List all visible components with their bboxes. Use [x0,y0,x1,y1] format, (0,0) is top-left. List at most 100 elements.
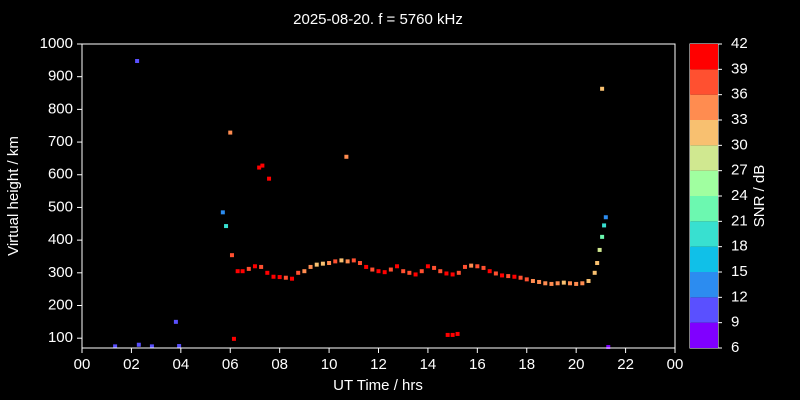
data-point [229,253,234,258]
data-point [475,264,480,269]
x-tick-label: 10 [321,356,338,373]
data-point [413,272,418,277]
data-point [314,262,319,267]
colorbar-band [690,196,718,222]
colorbar-tick-label: 6 [731,339,739,356]
data-point [252,264,257,269]
data-point [357,261,362,266]
data-point [401,269,406,274]
colorbar-tick-label: 30 [731,136,748,153]
y-tick-label: 900 [48,68,73,85]
data-point [500,273,505,278]
y-axis-label: Virtual height / km [5,136,22,256]
data-point [382,270,387,275]
colorbar-band [690,246,718,272]
data-point [224,224,229,229]
colorbar-tick-label: 18 [731,238,748,255]
data-point [388,267,393,272]
y-tick-label: 1000 [40,35,73,52]
colorbar-band [690,170,718,196]
data-point [113,344,118,349]
data-point [487,269,492,274]
data-point [506,274,511,279]
colorbar-band [690,94,718,120]
colorbar-band [690,44,718,70]
y-tick-label: 800 [48,100,73,117]
data-point [149,344,154,349]
data-point [438,269,443,274]
data-point [231,336,236,341]
data-point [364,264,369,269]
y-tick-label: 300 [48,264,73,281]
data-point [320,261,325,266]
data-point [567,281,572,286]
colorbar-band [690,297,718,323]
data-point [603,215,608,220]
data-point [606,345,611,350]
chart-title: 2025-08-20. f = 5760 kHz [293,11,463,28]
x-tick-label: 16 [469,356,486,373]
data-point [228,130,233,135]
colorbar-tick-label: 24 [731,187,748,204]
data-point [333,259,338,264]
data-point [235,269,240,274]
data-point [602,223,607,228]
data-point [277,275,282,280]
data-point [351,258,356,263]
colorbar-tick-label: 39 [731,60,748,77]
x-tick-label: 04 [172,356,189,373]
data-point [136,342,141,347]
data-point [173,319,178,324]
data-point [339,258,344,263]
data-point [450,272,455,277]
data-point [345,259,350,264]
data-point [432,265,437,270]
data-point [257,165,262,170]
x-axis-label: UT Time / hrs [333,377,423,394]
data-point [450,332,455,337]
data-point [456,270,461,275]
data-point [574,281,579,286]
x-tick-label: 18 [518,356,535,373]
data-point [246,266,251,271]
y-tick-label: 500 [48,198,73,215]
data-point [455,331,460,336]
colorbar-band [690,120,718,146]
data-point [327,261,332,266]
colorbar-tick-label: 12 [731,288,748,305]
data-point [267,176,272,181]
data-point [555,281,560,286]
colorbar-tick-label: 42 [731,35,748,52]
colorbar-band [690,145,718,171]
data-point [600,86,605,91]
data-point [586,278,591,283]
data-point [561,280,566,285]
colorbar-band [690,221,718,247]
data-point [344,154,349,159]
data-point [370,267,375,272]
data-point [177,344,182,349]
data-point [469,263,474,268]
data-point [290,276,295,281]
colorbar-label: SNR / dB [751,165,768,228]
data-point [530,278,535,283]
data-point [512,274,517,279]
data-point [265,270,270,275]
y-tick-label: 100 [48,329,73,346]
data-point [395,264,400,269]
data-point [259,264,264,269]
data-point [283,275,288,280]
data-point [518,275,523,280]
data-point [462,264,467,269]
x-tick-label: 00 [74,356,91,373]
data-point [260,163,265,168]
x-tick-label: 20 [568,356,585,373]
colorbar-tick-label: 36 [731,86,748,103]
colorbar-tick-label: 21 [731,212,748,229]
y-tick-label: 600 [48,166,73,183]
data-point [407,270,412,275]
y-tick-label: 700 [48,133,73,150]
x-tick-label: 00 [667,356,684,373]
x-tick-label: 12 [370,356,387,373]
data-point [549,281,554,286]
